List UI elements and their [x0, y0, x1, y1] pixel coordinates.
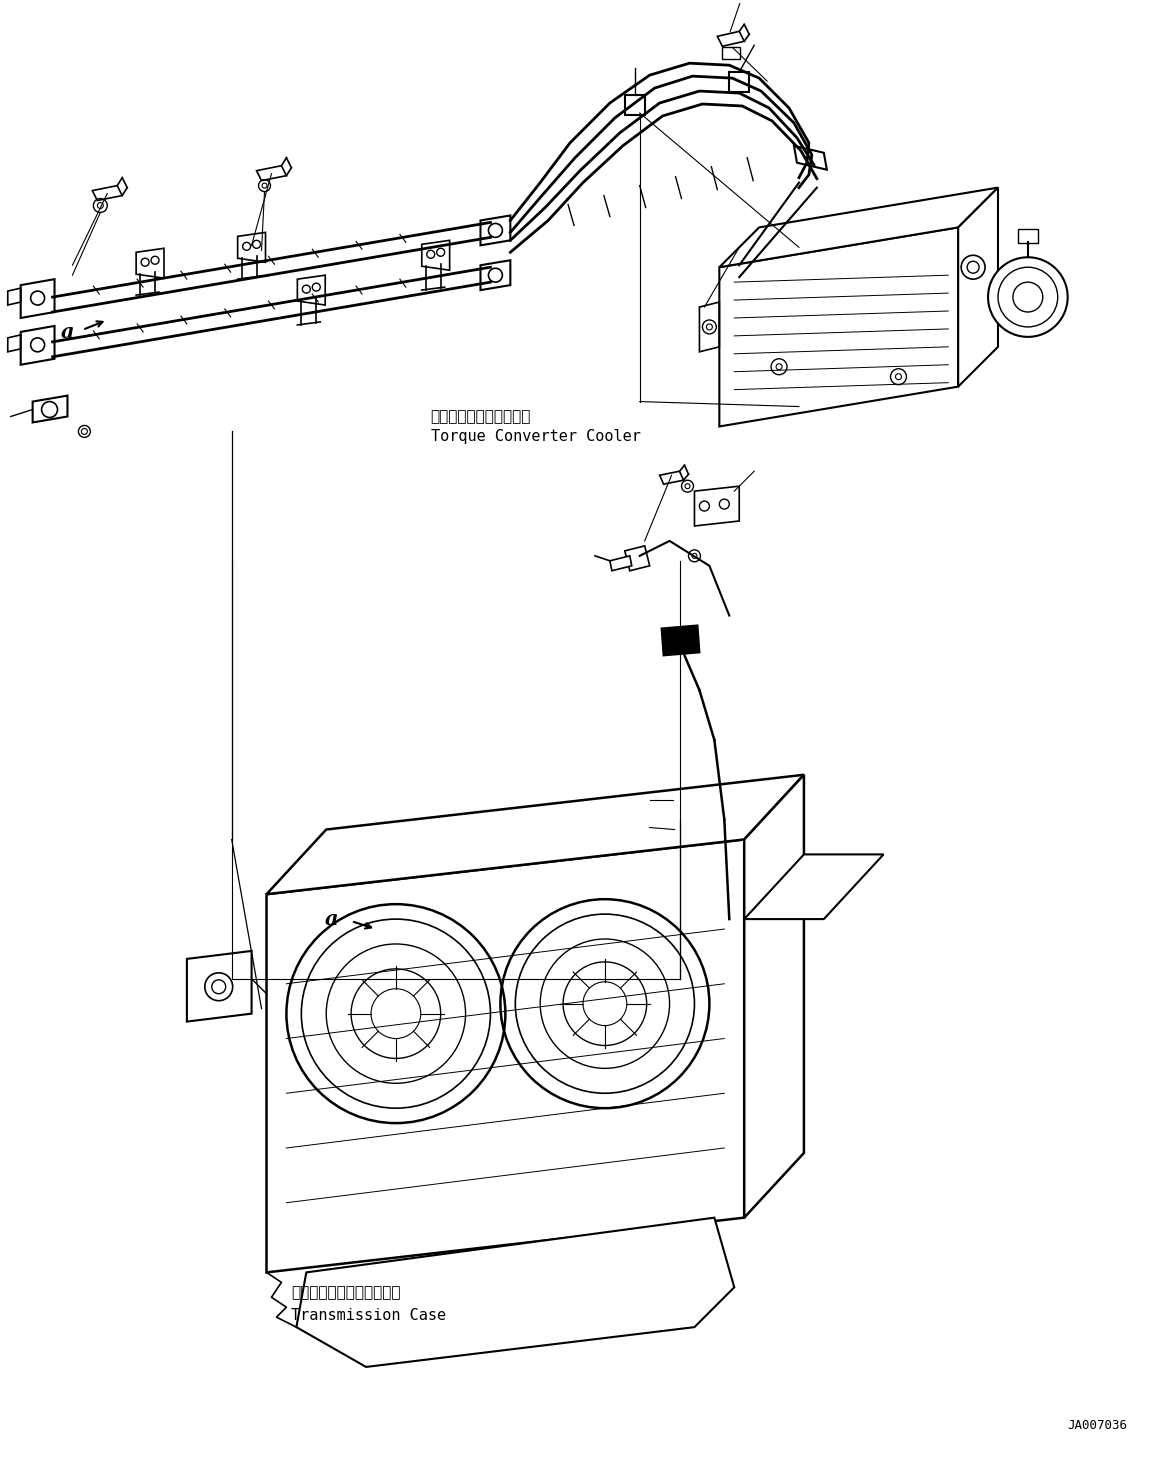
- Polygon shape: [720, 188, 998, 267]
- Bar: [1018, 229, 1037, 243]
- Polygon shape: [266, 774, 804, 894]
- Polygon shape: [718, 32, 744, 47]
- Polygon shape: [33, 395, 67, 423]
- Polygon shape: [480, 216, 511, 245]
- Polygon shape: [21, 278, 55, 318]
- Polygon shape: [21, 327, 55, 364]
- Polygon shape: [136, 248, 164, 278]
- Polygon shape: [662, 625, 699, 655]
- Bar: [729, 71, 749, 92]
- Polygon shape: [187, 951, 251, 1022]
- Polygon shape: [298, 276, 326, 305]
- Polygon shape: [694, 486, 740, 526]
- Polygon shape: [257, 166, 286, 181]
- Polygon shape: [958, 188, 998, 386]
- Polygon shape: [625, 545, 650, 570]
- Polygon shape: [480, 260, 511, 290]
- Polygon shape: [297, 1217, 734, 1368]
- Text: a: a: [60, 322, 74, 343]
- Circle shape: [989, 257, 1068, 337]
- Polygon shape: [720, 227, 958, 426]
- Polygon shape: [92, 185, 122, 201]
- Text: a: a: [324, 910, 338, 929]
- Polygon shape: [609, 555, 632, 570]
- Polygon shape: [266, 840, 744, 1273]
- Bar: [625, 95, 644, 115]
- Polygon shape: [744, 854, 884, 919]
- Text: Transmission Case: Transmission Case: [292, 1308, 447, 1322]
- Polygon shape: [422, 241, 450, 270]
- Bar: [722, 47, 740, 60]
- Text: JA007036: JA007036: [1068, 1419, 1127, 1432]
- Polygon shape: [794, 146, 827, 169]
- Text: トルクコンバータクーラ: トルクコンバータクーラ: [430, 410, 531, 424]
- Polygon shape: [744, 774, 804, 1217]
- Text: トランスミッションケース: トランスミッションケース: [292, 1284, 401, 1299]
- Polygon shape: [659, 471, 684, 484]
- Polygon shape: [237, 232, 265, 262]
- Text: Torque Converter Cooler: Torque Converter Cooler: [430, 429, 641, 443]
